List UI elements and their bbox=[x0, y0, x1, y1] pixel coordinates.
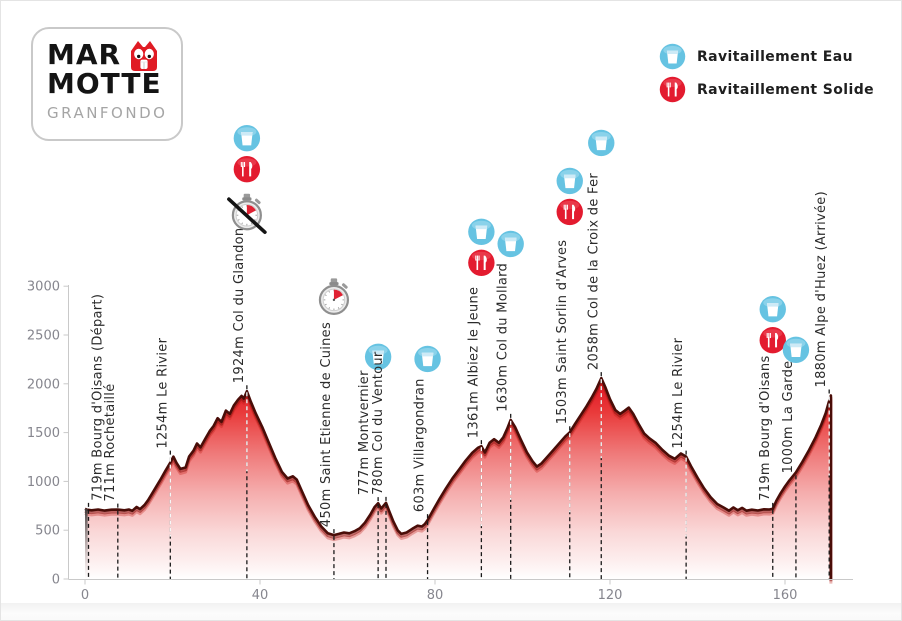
milestone-label: 1254m Le Rivier bbox=[155, 337, 170, 448]
food-icon bbox=[233, 156, 261, 183]
milestone-label: 719m Bourg d'Oisans (Départ) bbox=[91, 294, 106, 501]
water-icon bbox=[759, 296, 786, 323]
y-tick-label: 2000 bbox=[27, 377, 60, 392]
elevation-profile-area bbox=[85, 378, 831, 579]
milestone-label: 603m Villargondran bbox=[413, 378, 428, 512]
legend-label-solid: Ravitaillement Solide bbox=[697, 81, 875, 98]
legend-label-water: Ravitaillement Eau bbox=[697, 48, 853, 65]
legend-item-solid: Ravitaillement Solide bbox=[659, 76, 874, 103]
water-icon bbox=[364, 343, 392, 370]
milestone-label: 777m Montvernier bbox=[357, 370, 372, 495]
y-tick-label: 1000 bbox=[27, 475, 60, 490]
water-icon bbox=[659, 43, 686, 70]
water-icon bbox=[782, 336, 810, 363]
water-icon bbox=[659, 43, 686, 70]
profile-start-edge bbox=[85, 508, 88, 579]
water-icon bbox=[414, 345, 441, 373]
food-icon bbox=[759, 327, 786, 354]
slash-icon bbox=[227, 197, 267, 235]
milestone-label: 1361m Albiez le Jeune bbox=[466, 287, 481, 439]
logo: MAR MOTTE GRANFONDO bbox=[31, 27, 183, 141]
y-tick-label: 0 bbox=[52, 573, 60, 588]
marmot-icon bbox=[126, 38, 162, 72]
y-tick-label: 3000 bbox=[27, 280, 60, 295]
food-icon bbox=[556, 198, 583, 226]
logo-word-top: MAR bbox=[47, 37, 122, 71]
milestone-label: 1630m Col du Mollard bbox=[496, 263, 511, 412]
logo-subtitle: GRANFONDO bbox=[47, 103, 168, 122]
milestone-label: 719m Bourg d'Oisans bbox=[758, 355, 773, 500]
stopwatch-crossed-icon bbox=[227, 193, 267, 235]
y-tick-label: 500 bbox=[35, 524, 60, 539]
x-tick-label: 160 bbox=[773, 588, 798, 603]
food-icon bbox=[659, 76, 686, 103]
x-tick-label: 120 bbox=[598, 588, 623, 603]
water-icon bbox=[556, 167, 583, 195]
stopwatch-icon bbox=[318, 278, 350, 315]
milestone-label: 1000m La Garde bbox=[781, 361, 796, 474]
profile-ridge-line bbox=[84, 376, 833, 579]
x-tick-label: 0 bbox=[81, 588, 89, 603]
x-tick-label: 80 bbox=[427, 588, 444, 603]
milestone-label: 780m Col du Ventour bbox=[371, 351, 386, 495]
y-tick-label: 2500 bbox=[27, 329, 60, 344]
milestone-label: 711m Rochetaillé bbox=[103, 384, 118, 502]
milestone-label: 1880m Alpe d'Huez (Arrivée) bbox=[814, 191, 829, 387]
milestone-label: 2058m Col de la Croix de Fer bbox=[586, 173, 601, 371]
logo-word-bottom: MOTTE bbox=[47, 67, 162, 100]
y-tick-label: 1500 bbox=[27, 426, 60, 441]
food-icon bbox=[659, 76, 686, 103]
food-icon bbox=[468, 249, 495, 276]
water-icon bbox=[233, 125, 261, 152]
page-bottom-shadow bbox=[1, 603, 901, 620]
milestone-label: 1503m Saint Sorlin d'Arves bbox=[555, 240, 570, 425]
milestone-label: 1924m Col du Glandon bbox=[232, 228, 247, 384]
legend-item-water: Ravitaillement Eau bbox=[659, 43, 874, 70]
milestone-label: 1254m Le Rivier bbox=[671, 337, 686, 448]
water-icon bbox=[497, 230, 524, 258]
x-tick-label: 40 bbox=[252, 588, 269, 603]
legend: Ravitaillement Eau Ravitaillement Solide bbox=[659, 43, 874, 109]
milestone-label: 450m Saint Etienne de Cuines bbox=[319, 322, 334, 527]
water-icon bbox=[468, 218, 495, 245]
water-icon bbox=[588, 129, 615, 157]
